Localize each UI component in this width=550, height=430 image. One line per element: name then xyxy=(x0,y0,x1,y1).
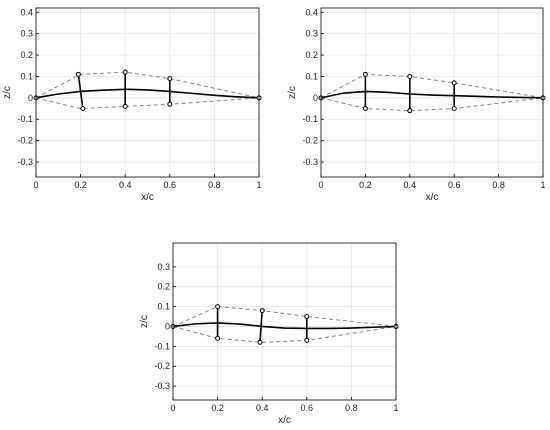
y-axis-label: z/c xyxy=(2,86,13,99)
x-tick-label: 0.8 xyxy=(208,180,221,190)
y-tick-label: 0.4 xyxy=(20,7,33,17)
chart-panel-3: 0 0.2 0.4 0.6 0.8 1 -0.3 -0.2 -0.1 0 0.1 0.2 0.3 x/c z… xyxy=(139,215,415,430)
y-tick-label: -0.2 xyxy=(302,136,318,146)
axes-frame xyxy=(320,7,544,178)
x-tick-label: 0.4 xyxy=(404,180,417,190)
camber-line xyxy=(35,88,260,99)
chart-panel-1: 0 0.2 0.4 0.6 0.8 1 -0.3 -0.2 -0.1 0 0.1 0.2 0.3 0.4 x… xyxy=(0,0,275,210)
control-point-marker xyxy=(122,103,128,109)
control-point-marker xyxy=(451,80,457,86)
x-tick-label: 1 xyxy=(393,403,398,413)
x-tick-label: 0 xyxy=(33,180,38,190)
x-tick-label: 1 xyxy=(256,180,261,190)
x-tick-label: 0.8 xyxy=(345,403,358,413)
x-tick-label: 0.8 xyxy=(492,180,505,190)
dashed-envelope-line xyxy=(172,326,397,343)
dashed-envelope-line xyxy=(35,71,260,99)
chart-panel-2: 0 0.2 0.4 0.6 0.8 1 -0.3 -0.2 -0.1 0 0.1 0.2 0.3 0.4 x… xyxy=(275,0,550,210)
x-tick-label: 0 xyxy=(170,403,175,413)
x-tick-label: 0 xyxy=(318,180,323,190)
x-tick-label: 0.6 xyxy=(448,180,461,190)
y-tick-label: -0.3 xyxy=(302,157,318,167)
control-point-marker xyxy=(407,73,413,79)
control-point-marker xyxy=(407,108,413,114)
y-tick-label: 0.2 xyxy=(157,282,170,292)
y-tick-label: 0.3 xyxy=(157,262,170,272)
control-point-marker xyxy=(80,106,86,112)
chart-2: 0 0.2 0.4 0.6 0.8 1 -0.3 -0.2 -0.1 0 0.1 0.2 0.3 0.4 x… xyxy=(287,7,546,203)
y-tick-label: -0.1 xyxy=(302,114,318,124)
x-tick-label: 0.6 xyxy=(164,180,177,190)
control-point-marker xyxy=(257,339,263,345)
chart-1: 0 0.2 0.4 0.6 0.8 1 -0.3 -0.2 -0.1 0 0.1 0.2 0.3 0.4 x… xyxy=(2,7,262,203)
control-point-marker xyxy=(122,69,128,75)
y-tick-label: 0.3 xyxy=(20,29,33,39)
y-tick-label: -0.3 xyxy=(154,381,170,391)
axes-frame xyxy=(35,7,260,178)
control-point-marker xyxy=(167,101,173,107)
thickness-strut xyxy=(259,310,263,343)
control-point-marker xyxy=(451,106,457,112)
dashed-envelope-line xyxy=(35,97,260,109)
control-point-marker xyxy=(167,76,173,82)
x-tick-label: 0.2 xyxy=(359,180,372,190)
control-point-marker xyxy=(215,335,221,341)
camber-line xyxy=(320,90,544,99)
y-axis-label: z/c xyxy=(139,315,150,328)
x-tick-label: 0.6 xyxy=(301,403,314,413)
control-point-marker xyxy=(362,71,368,77)
y-tick-label: 0 xyxy=(165,321,170,331)
y-tick-label: 0 xyxy=(313,93,318,103)
x-tick-label: 1 xyxy=(540,180,545,190)
control-point-marker xyxy=(259,308,265,314)
thickness-strut xyxy=(77,74,84,109)
y-tick-label: 0.4 xyxy=(305,7,318,17)
y-tick-label: -0.2 xyxy=(154,361,170,371)
control-point-marker xyxy=(304,337,310,343)
control-point-marker xyxy=(362,106,368,112)
x-tick-label: 0.4 xyxy=(256,403,269,413)
y-axis-label: z/c xyxy=(287,86,298,99)
chart-3: 0 0.2 0.4 0.6 0.8 1 -0.3 -0.2 -0.1 0 0.1 0.2 0.3 x/c z… xyxy=(139,242,399,426)
x-tick-label: 0.2 xyxy=(74,180,87,190)
y-tick-label: 0.1 xyxy=(20,71,33,81)
y-tick-label: 0 xyxy=(28,93,33,103)
y-tick-label: 0.3 xyxy=(305,29,318,39)
control-point-marker xyxy=(304,314,310,320)
y-tick-label: 0.1 xyxy=(305,71,318,81)
y-tick-label: 0.2 xyxy=(20,50,33,60)
dashed-envelope-line xyxy=(320,97,544,112)
y-tick-label: -0.1 xyxy=(154,341,170,351)
x-axis-label: x/c xyxy=(426,192,439,203)
x-tick-label: 0.2 xyxy=(211,403,224,413)
x-axis-label: x/c xyxy=(278,415,291,426)
control-point-marker xyxy=(75,71,81,77)
y-tick-label: -0.2 xyxy=(17,136,33,146)
x-axis-label: x/c xyxy=(141,192,154,203)
axes-frame xyxy=(172,242,397,401)
y-tick-label: 0.1 xyxy=(157,302,170,312)
y-tick-label: -0.3 xyxy=(17,157,33,167)
x-tick-label: 0.4 xyxy=(119,180,132,190)
camber-line xyxy=(172,322,397,330)
y-tick-label: 0.2 xyxy=(305,50,318,60)
y-tick-label: -0.1 xyxy=(17,114,33,124)
control-point-marker xyxy=(215,304,221,310)
